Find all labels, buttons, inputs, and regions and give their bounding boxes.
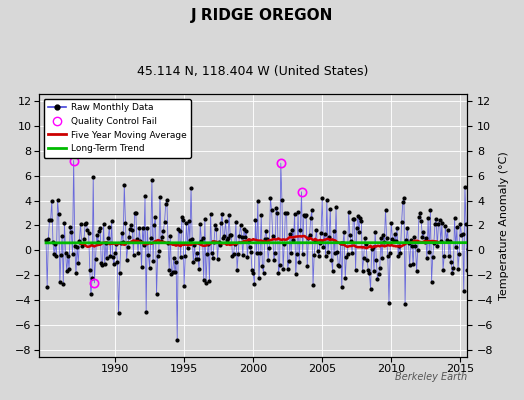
Legend: Raw Monthly Data, Quality Control Fail, Five Year Moving Average, Long-Term Tren: Raw Monthly Data, Quality Control Fail, …: [43, 99, 191, 158]
Text: Berkeley Earth: Berkeley Earth: [395, 372, 467, 382]
Text: J RIDGE OREGON: J RIDGE OREGON: [191, 8, 333, 23]
Y-axis label: Temperature Anomaly (°C): Temperature Anomaly (°C): [499, 151, 509, 300]
Title: 45.114 N, 118.404 W (United States): 45.114 N, 118.404 W (United States): [137, 65, 369, 78]
